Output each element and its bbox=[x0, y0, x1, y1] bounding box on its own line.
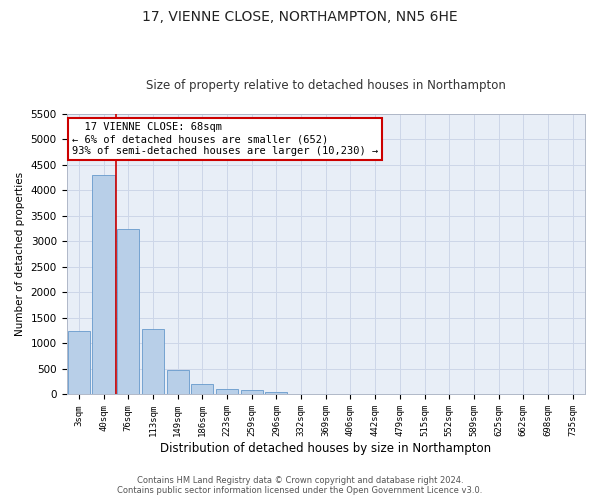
Bar bbox=[68, 330, 90, 394]
X-axis label: Distribution of detached houses by size in Northampton: Distribution of detached houses by size … bbox=[160, 442, 491, 455]
Bar bbox=[265, 392, 287, 394]
Text: 17 VIENNE CLOSE: 68sqm  
← 6% of detached houses are smaller (652)
93% of semi-d: 17 VIENNE CLOSE: 68sqm ← 6% of detached … bbox=[72, 122, 378, 156]
Bar bbox=[191, 384, 214, 394]
Text: Contains HM Land Registry data © Crown copyright and database right 2024.
Contai: Contains HM Land Registry data © Crown c… bbox=[118, 476, 482, 495]
Bar bbox=[241, 390, 263, 394]
Bar bbox=[167, 370, 189, 394]
Text: 17, VIENNE CLOSE, NORTHAMPTON, NN5 6HE: 17, VIENNE CLOSE, NORTHAMPTON, NN5 6HE bbox=[142, 10, 458, 24]
Title: Size of property relative to detached houses in Northampton: Size of property relative to detached ho… bbox=[146, 79, 506, 92]
Bar bbox=[92, 175, 115, 394]
Y-axis label: Number of detached properties: Number of detached properties bbox=[15, 172, 25, 336]
Bar bbox=[117, 228, 139, 394]
Bar bbox=[216, 389, 238, 394]
Bar bbox=[142, 329, 164, 394]
